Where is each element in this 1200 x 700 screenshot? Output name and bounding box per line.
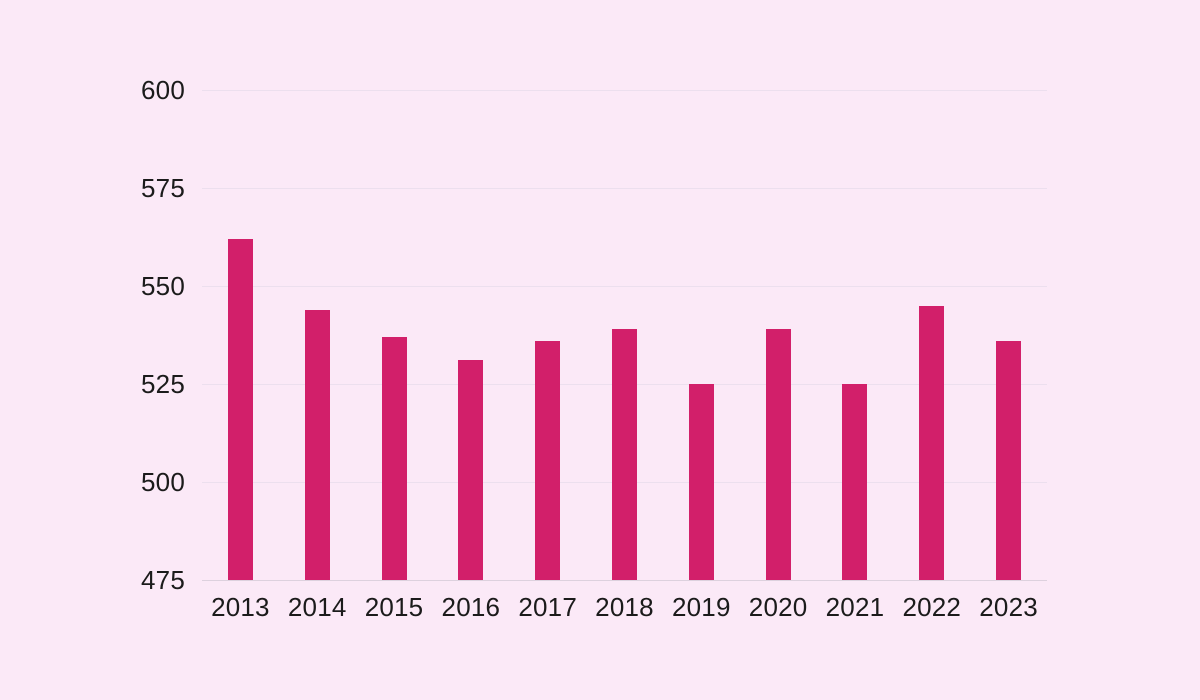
x-axis-tick-label: 2015 xyxy=(364,592,424,622)
x-axis-tick-label: 2019 xyxy=(671,592,731,622)
y-axis-tick-label: 500 xyxy=(141,467,185,497)
bar-2018 xyxy=(612,329,637,580)
x-axis-tick-label: 2014 xyxy=(287,592,347,622)
y-axis-tick-label: 550 xyxy=(141,271,185,301)
bar-2019 xyxy=(688,384,714,580)
y-axis-tick-label: 475 xyxy=(141,565,185,595)
bar-2014 xyxy=(304,309,330,580)
bar-2021 xyxy=(842,384,868,580)
gridline-y-475 xyxy=(202,579,1047,581)
x-axis-tick-label: 2013 xyxy=(211,592,270,622)
gridline-y-575 xyxy=(202,187,1047,189)
x-axis-tick-label: 2018 xyxy=(595,592,654,622)
y-axis-tick-label: 575 xyxy=(141,173,185,203)
bar-2016 xyxy=(458,360,484,580)
bar-2023 xyxy=(996,340,1022,580)
bar-2015 xyxy=(381,336,407,580)
gridline-y-600 xyxy=(202,89,1047,91)
bar-2017 xyxy=(535,340,561,580)
x-axis-tick-label: 2020 xyxy=(748,592,808,622)
y-axis-tick-label: 600 xyxy=(141,75,185,105)
x-axis-tick-label: 2022 xyxy=(902,592,962,622)
x-axis-tick-label: 2017 xyxy=(518,592,577,622)
x-axis-tick-label: 2021 xyxy=(825,592,885,622)
bar-2013 xyxy=(227,238,253,580)
x-axis-tick-label: 2023 xyxy=(979,592,1038,622)
x-axis-tick-label: 2016 xyxy=(441,592,501,622)
bar-2022 xyxy=(919,305,945,580)
gridline-y-550 xyxy=(202,285,1047,287)
y-axis-tick-label: 525 xyxy=(141,369,185,399)
bar-2020 xyxy=(765,329,791,580)
